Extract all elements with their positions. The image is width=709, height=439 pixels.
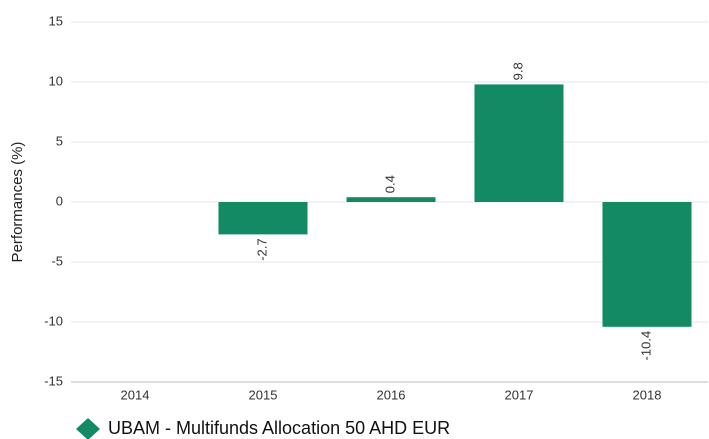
- x-tick-label: 2014: [121, 387, 150, 402]
- bar: [218, 202, 308, 235]
- x-tick-label: 2015: [249, 387, 278, 402]
- data-label: -10.4: [638, 331, 653, 361]
- y-tick-label: 0: [56, 193, 63, 208]
- x-tick-label: 2016: [377, 387, 406, 402]
- legend-marker: [76, 418, 100, 439]
- y-tick-label: 10: [49, 73, 63, 88]
- y-tick-label: -5: [51, 253, 63, 268]
- y-axis-label: Performances (%): [9, 142, 26, 263]
- y-tick-label: -10: [44, 313, 63, 328]
- y-tick-label: 5: [56, 133, 63, 148]
- data-label: 0.4: [382, 175, 397, 193]
- x-tick-label: 2017: [505, 387, 534, 402]
- y-tick-label: 15: [49, 13, 63, 28]
- data-label: 9.8: [510, 62, 525, 80]
- bar: [602, 202, 692, 327]
- y-tick-label: -15: [44, 373, 63, 388]
- x-tick-label: 2018: [633, 387, 662, 402]
- data-label: -2.7: [254, 238, 269, 260]
- bar: [474, 84, 564, 202]
- bar: [346, 197, 436, 202]
- legend-text: UBAM - Multifunds Allocation 50 AHD EUR: [108, 418, 450, 438]
